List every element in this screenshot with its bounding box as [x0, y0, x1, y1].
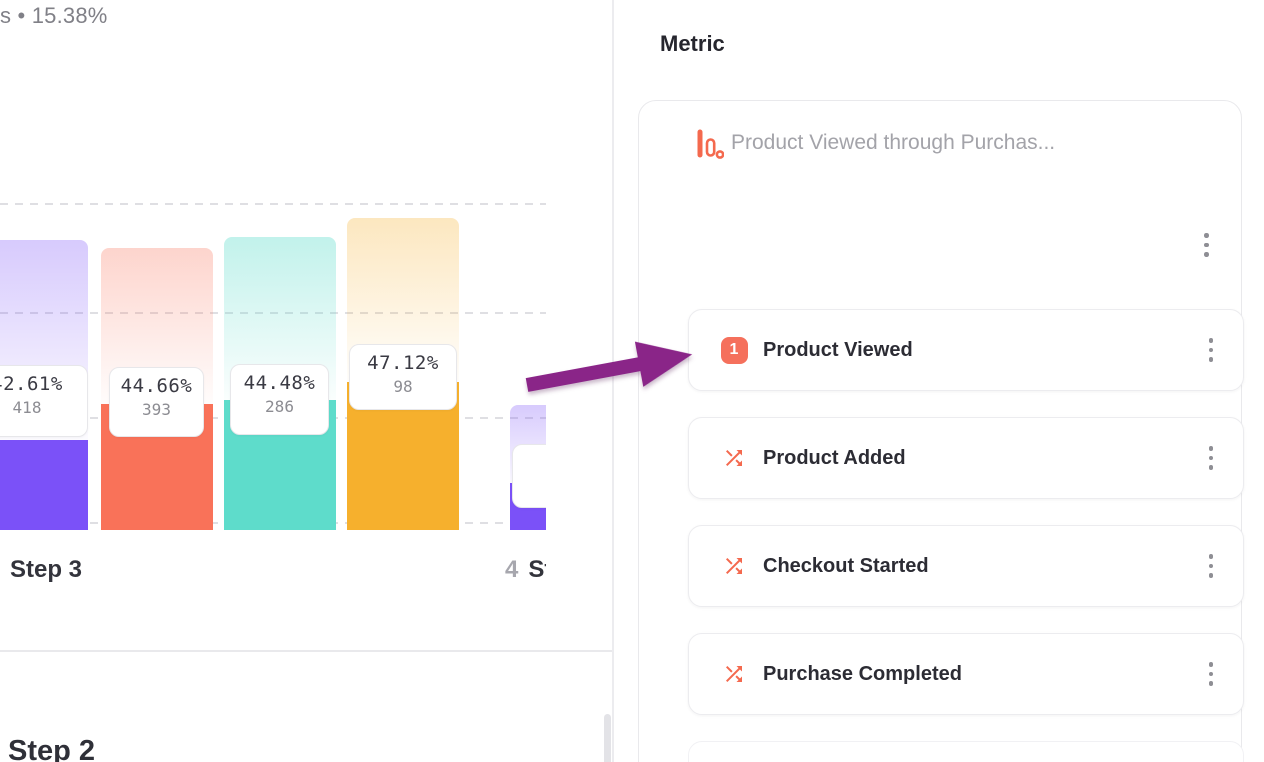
conversion-pct: 37 [513, 452, 546, 474]
step-label: Purchase Completed [763, 662, 962, 685]
metric-config-panel: Metric Product Viewed through Purchas...… [614, 0, 1264, 762]
step-kebab-menu-button[interactable] [1205, 442, 1218, 474]
shuffle-any-order-icon [726, 450, 742, 466]
step-label: Checkout Started [763, 554, 929, 577]
section-heading-step-2: Step 2 [8, 735, 96, 762]
kebab-dot [1208, 681, 1213, 686]
funnel-chart: 42.61% 418 44.66% 393 44.48% 286 47.12% … [0, 0, 546, 650]
gridline [0, 203, 546, 205]
chart-pane: s • 15.38% 42.61% 418 44.66% 393 44.48% … [0, 0, 612, 762]
kebab-dot [1208, 357, 1213, 362]
kebab-dot [1204, 252, 1209, 257]
conversion-count: 286 [265, 397, 294, 416]
kebab-dot [1208, 465, 1213, 470]
metric-kebab-menu-button[interactable] [1200, 229, 1213, 261]
step-kebab-menu-button[interactable] [1205, 550, 1218, 582]
conversion-pct: 44.66% [120, 375, 193, 397]
conversion-pct: 44.48% [243, 372, 316, 394]
conversion-count: 98 [393, 377, 413, 396]
step-4-number: 4 [505, 556, 519, 583]
conversion-count: 418 [12, 398, 42, 417]
kebab-dot [1208, 554, 1213, 559]
kebab-dot [1208, 446, 1213, 451]
kebab-dot [1208, 563, 1213, 569]
kebab-dot [1208, 455, 1213, 461]
funnel-step-row-checkout-started[interactable]: Checkout Started [688, 525, 1244, 607]
conversion-summary-fragment: s • 15.38% [0, 3, 108, 28]
conversion-pct: 42.61% [0, 373, 63, 395]
x-axis-label-step-3: Step 3 [10, 556, 83, 583]
step-label: Product Viewed [763, 338, 913, 361]
step-label: Product Added [763, 446, 906, 469]
conversion-count: 393 [142, 400, 171, 419]
kebab-dot [1208, 338, 1213, 343]
value-label-bar-1: 42.61% 418 [0, 365, 88, 437]
step-4-text: Step 4 [528, 556, 546, 583]
shuffle-any-order-icon [726, 666, 742, 682]
shuffle-any-order-icon [726, 558, 742, 574]
kebab-dot [1208, 662, 1213, 667]
kebab-dot [1208, 671, 1213, 677]
gridline [0, 312, 546, 314]
funnel-bar-1-converted[interactable] [0, 440, 88, 530]
funnel-step-row-product-added[interactable]: Product Added [688, 417, 1244, 499]
kebab-dot [1208, 347, 1213, 353]
value-label-bar-2: 44.66% 393 [109, 367, 204, 437]
metric-header-row[interactable]: Product Viewed through Purchas... [639, 101, 1241, 189]
step-order-badge-icon: 1 [720, 336, 748, 364]
scrollbar-thumb[interactable] [604, 714, 611, 762]
metric-card: Product Viewed through Purchas... 1 Prod… [638, 100, 1244, 762]
kebab-dot [1204, 233, 1209, 238]
kebab-dot [1204, 242, 1209, 247]
x-axis-label-step-4: 4 Step 4 [505, 556, 546, 584]
value-label-bar-3: 44.48% 286 [230, 364, 329, 435]
step-kebab-menu-button[interactable] [1205, 658, 1218, 690]
kebab-dot [1208, 573, 1213, 578]
value-label-bar-4: 47.12% 98 [349, 344, 457, 410]
funnel-step-row-product-viewed[interactable]: 1 Product Viewed [688, 309, 1244, 391]
conversion-pct: 47.12% [367, 352, 439, 374]
value-label-bar-5: 37 [512, 444, 546, 508]
metric-title: Product Viewed through Purchas... [731, 131, 1056, 154]
add-step-button[interactable]: Add Step [688, 741, 1244, 762]
funnel-step-row-purchase-completed[interactable]: Purchase Completed [688, 633, 1244, 715]
step-kebab-menu-button[interactable] [1205, 334, 1218, 366]
funnel-metric-icon [697, 129, 724, 159]
section-divider [0, 650, 612, 652]
panel-title-metric: Metric [660, 31, 725, 56]
